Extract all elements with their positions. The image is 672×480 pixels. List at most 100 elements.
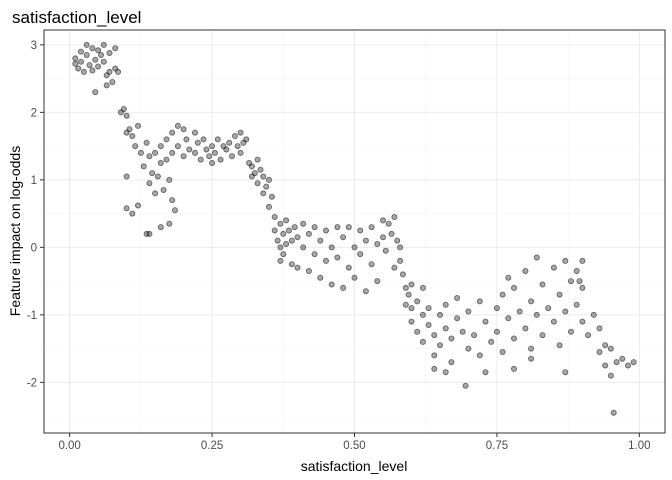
data-point: [200, 136, 207, 143]
data-point: [388, 230, 395, 237]
data-point: [72, 55, 79, 62]
data-point: [317, 237, 324, 244]
data-point: [157, 159, 164, 166]
data-point: [209, 143, 216, 150]
data-point: [274, 237, 281, 244]
data-point: [442, 369, 449, 376]
data-point: [115, 68, 122, 75]
data-point: [533, 254, 540, 261]
data-point: [254, 156, 261, 163]
data-point: [382, 247, 389, 254]
data-point: [579, 284, 586, 291]
data-point: [283, 240, 290, 247]
grid-lines: [44, 30, 665, 433]
data-point: [351, 244, 358, 251]
data-point: [126, 126, 133, 133]
data-point: [134, 122, 141, 129]
data-point: [510, 365, 517, 372]
data-point: [203, 146, 210, 153]
data-point: [80, 68, 87, 75]
data-point: [163, 136, 170, 143]
data-point: [191, 129, 198, 136]
data-point: [419, 284, 426, 291]
data-point: [414, 298, 421, 305]
data-point: [123, 173, 130, 180]
data-point: [231, 132, 238, 139]
data-point: [311, 224, 318, 231]
data-point: [166, 176, 173, 183]
data-point: [152, 149, 159, 156]
x-tick-label: 0.00: [58, 440, 80, 452]
data-point: [277, 220, 284, 227]
data-point: [157, 224, 164, 231]
data-point: [194, 139, 201, 146]
data-point: [522, 325, 529, 332]
data-point: [368, 224, 375, 231]
data-point: [533, 311, 540, 318]
data-point: [180, 126, 187, 133]
data-point: [237, 129, 244, 136]
data-point: [228, 153, 235, 160]
data-point: [454, 294, 461, 301]
data-point: [149, 170, 156, 177]
data-point: [78, 58, 85, 65]
x-axis: 0.00 0.25 0.50 0.75 1.00: [58, 433, 651, 452]
data-point: [120, 106, 127, 113]
data-point: [268, 193, 275, 200]
x-tick-label: 0.75: [486, 440, 508, 452]
data-point: [414, 328, 421, 335]
data-point: [89, 45, 96, 52]
data-point: [109, 79, 116, 86]
data-point: [98, 52, 105, 59]
data-point: [254, 180, 261, 187]
data-point: [294, 234, 301, 241]
data-point: [154, 173, 161, 180]
y-tick-label: -2: [27, 377, 37, 389]
data-point: [448, 359, 455, 366]
data-point: [590, 311, 597, 318]
data-point: [425, 305, 432, 312]
data-point: [257, 166, 264, 173]
data-point: [465, 345, 472, 352]
data-point: [271, 213, 278, 220]
data-point: [607, 372, 614, 379]
data-point: [579, 318, 586, 325]
data-point: [573, 301, 580, 308]
data-point: [75, 65, 82, 72]
data-point: [630, 359, 637, 366]
data-point: [465, 308, 472, 315]
data-point: [223, 146, 230, 153]
data-point: [328, 244, 335, 251]
data-point: [132, 143, 139, 150]
data-point: [568, 328, 575, 335]
data-point: [260, 190, 267, 197]
data-point: [248, 163, 255, 170]
data-point: [226, 139, 233, 146]
data-point: [391, 213, 398, 220]
data-point: [402, 301, 409, 308]
x-tick-label: 0.50: [343, 440, 365, 452]
data-point: [345, 224, 352, 231]
data-point: [340, 284, 347, 291]
data-point: [488, 338, 495, 345]
data-point: [271, 227, 278, 234]
data-point: [579, 257, 586, 264]
data-point: [493, 305, 500, 312]
data-point: [397, 257, 404, 264]
data-point: [157, 143, 164, 150]
data-point: [562, 257, 569, 264]
data-point: [263, 183, 270, 190]
data-point: [510, 335, 517, 342]
data-point: [206, 153, 213, 160]
data-point: [379, 217, 386, 224]
data-point: [431, 332, 438, 339]
data-point: [476, 298, 483, 305]
data-point: [550, 264, 557, 271]
data-point: [528, 298, 535, 305]
data-point: [562, 308, 569, 315]
data-point: [291, 224, 298, 231]
data-point: [243, 136, 250, 143]
data-point: [89, 67, 96, 74]
x-tick-label: 0.25: [201, 440, 223, 452]
